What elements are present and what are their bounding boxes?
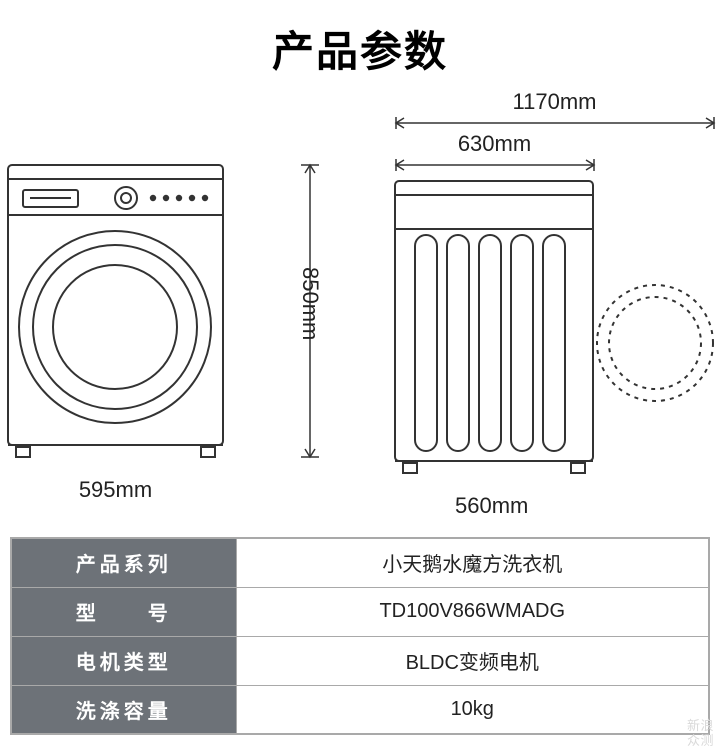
spec-value: 小天鹅水魔方洗衣机 bbox=[236, 538, 709, 587]
spec-row: 洗涤容量10kg bbox=[11, 685, 709, 734]
side-diagram-col: 1170mm 630mm bbox=[387, 89, 720, 519]
height-label: 850mm bbox=[297, 267, 323, 340]
total-depth-dim bbox=[390, 115, 720, 131]
spec-value: 10kg bbox=[236, 685, 709, 734]
front-diagram-col: 595mm bbox=[0, 157, 233, 519]
body-depth-label: 630mm bbox=[390, 131, 600, 157]
spec-row: 产品系列小天鹅水魔方洗衣机 bbox=[11, 538, 709, 587]
spec-key: 产品系列 bbox=[11, 538, 236, 587]
diagram-row: 595mm 850mm 1170mm bbox=[0, 89, 720, 519]
spec-tbody: 产品系列小天鹅水魔方洗衣机型 号TD100V866WMADG电机类型BLDC变频… bbox=[11, 538, 709, 734]
spec-value: BLDC变频电机 bbox=[236, 636, 709, 685]
watermark: 新浪 众测 bbox=[687, 719, 714, 748]
spec-row: 电机类型BLDC变频电机 bbox=[11, 636, 709, 685]
body-depth-dim bbox=[390, 157, 600, 173]
watermark-line2: 众测 bbox=[687, 734, 714, 748]
watermark-line1: 新浪 bbox=[687, 719, 714, 733]
spec-table: 产品系列小天鹅水魔方洗衣机型 号TD100V866WMADG电机类型BLDC变频… bbox=[10, 537, 710, 735]
height-dim-col: 850mm bbox=[293, 157, 327, 519]
total-depth-label: 1170mm bbox=[390, 89, 720, 115]
side-view-svg bbox=[387, 173, 720, 483]
front-view-svg bbox=[0, 157, 233, 467]
spec-value: TD100V866WMADG bbox=[236, 587, 709, 636]
spec-key: 洗涤容量 bbox=[11, 685, 236, 734]
spec-key: 电机类型 bbox=[11, 636, 236, 685]
front-width-label: 595mm bbox=[79, 477, 152, 503]
spec-key: 型 号 bbox=[11, 587, 236, 636]
page-title: 产品参数 bbox=[0, 0, 720, 79]
side-bottom-label: 560mm bbox=[455, 493, 528, 519]
spec-row: 型 号TD100V866WMADG bbox=[11, 587, 709, 636]
